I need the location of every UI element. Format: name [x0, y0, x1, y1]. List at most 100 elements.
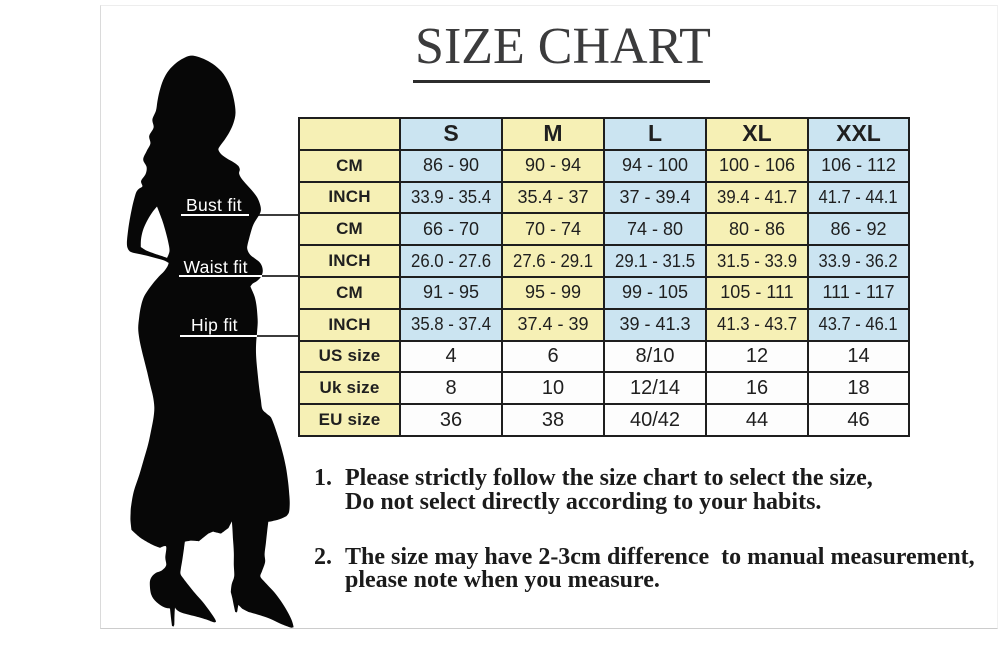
cell-value: 27.6 - 29.1: [512, 250, 594, 271]
table-cell: 100 - 106: [707, 150, 807, 181]
table-cell: 12/14: [605, 373, 705, 404]
table-cell: 16: [707, 373, 807, 404]
waist-leader-line: [250, 275, 298, 277]
table-cell: 38: [503, 405, 603, 435]
cell-value: 31.5 - 33.9: [716, 250, 798, 271]
cell-value: 111 - 117: [822, 282, 895, 303]
table-cell: 106 - 112: [809, 150, 908, 181]
cell-value: 39.4 - 41.7: [716, 186, 798, 207]
hip-leader-line-overlay: [179, 335, 257, 338]
cell-value: 70 - 74: [524, 218, 582, 239]
bust-fit-label: Bust fit: [186, 195, 242, 215]
woman-silhouette-image: [126, 55, 294, 628]
note-line: The size may have 2-3cm difference to ma…: [345, 543, 975, 570]
cell-value: 38: [541, 408, 565, 431]
cell-value: 8: [445, 376, 457, 399]
note-line: please note when you measure.: [345, 567, 660, 594]
table-cell: 35.4 - 37: [503, 182, 603, 213]
table-cell: 10: [503, 373, 603, 404]
cell-value: 95 - 99: [524, 282, 582, 303]
column-header-xxl: XXL: [809, 119, 908, 149]
table-cell: 14: [809, 341, 908, 372]
table-cell: 27.6 - 29.1: [503, 246, 603, 276]
waist-leader-line-overlay: [179, 275, 263, 278]
table-cell: 70 - 74: [503, 214, 603, 245]
table-cell: 74 - 80: [605, 214, 705, 245]
cell-value: 4: [445, 344, 457, 367]
table-cell: 39 - 41.3: [605, 309, 705, 340]
table-cell: 37 - 39.4: [605, 182, 705, 213]
note-1-text: Please strictly follow the size chart to…: [345, 466, 873, 515]
cell-value: 86 - 92: [830, 218, 887, 239]
row-label-waist-cm: CM: [300, 214, 399, 245]
row-label-uk-size: Uk size: [300, 373, 399, 404]
cell-value: 100 - 106: [718, 155, 796, 176]
row-label-us-size: US size: [300, 341, 399, 372]
table-cell: 12: [707, 341, 807, 372]
silhouette-path: [126, 55, 294, 628]
column-header-m: M: [503, 119, 603, 149]
cell-value: 66 - 70: [422, 218, 480, 239]
row-label-hip-inch: INCH: [300, 309, 399, 340]
cell-value: 99 - 105: [621, 282, 689, 303]
cell-value: 12: [745, 344, 769, 367]
cell-value: 16: [745, 376, 769, 399]
column-header-xl: XL: [707, 119, 807, 149]
table-cell: 37.4 - 39: [503, 309, 603, 340]
note-1: 1. Please strictly follow the size chart…: [314, 465, 873, 515]
table-cell: 105 - 111: [707, 277, 807, 308]
cell-value: 14: [847, 344, 870, 367]
table-cell: 86 - 90: [401, 150, 501, 181]
bust-leader-line-overlay: [180, 214, 249, 217]
cell-value: 105 - 111: [720, 282, 794, 303]
cell-value: 35.4 - 37: [517, 186, 589, 207]
cell-value: 90 - 94: [524, 155, 582, 176]
table-cell: 39.4 - 41.7: [707, 182, 807, 213]
hip-fit-label: Hip fit: [191, 314, 238, 335]
table-cell: 94 - 100: [605, 150, 705, 181]
row-label-bust-cm: CM: [300, 150, 399, 181]
table-cell: 36: [401, 405, 501, 435]
cell-value: 91 - 95: [422, 282, 480, 303]
table-cell: 4: [401, 341, 501, 372]
table-cell: 95 - 99: [503, 277, 603, 308]
title-underline: [413, 80, 710, 83]
cell-value: 26.0 - 27.6: [410, 250, 492, 271]
table-cell: 43.7 - 46.1: [809, 309, 908, 340]
cell-value: 37 - 39.4: [619, 186, 691, 207]
table-cell: 46: [809, 405, 908, 435]
table-cell: 91 - 95: [401, 277, 501, 308]
table-cell: 80 - 86: [707, 214, 807, 245]
cell-value: 40/42: [629, 408, 681, 431]
table-cell: 41.7 - 44.1: [809, 182, 908, 213]
table-cell: 29.1 - 31.5: [605, 246, 705, 276]
cell-value: 29.1 - 31.5: [614, 250, 696, 271]
cell-value: 41.3 - 43.7: [716, 314, 798, 335]
bust-leader-line: [240, 214, 298, 216]
note-2: 2. The size may have 2-3cm difference to…: [314, 543, 975, 594]
table-cell: 33.9 - 35.4: [401, 182, 501, 213]
cell-value: 36: [439, 408, 463, 431]
table-cell: 41.3 - 43.7: [707, 309, 807, 340]
table-cell: 8/10: [605, 341, 705, 372]
cell-value: 39 - 41.3: [619, 314, 691, 335]
page-title: SIZE CHART: [415, 18, 711, 75]
cell-value: 44: [745, 408, 769, 431]
row-label-bust-inch: INCH: [300, 182, 399, 213]
table-cell: 111 - 117: [809, 277, 908, 308]
note-1-number: 1.: [314, 465, 332, 492]
table-cell: 99 - 105: [605, 277, 705, 308]
cell-value: 41.7 - 44.1: [818, 186, 899, 207]
note-2-number: 2.: [314, 543, 332, 570]
cell-value: 6: [547, 344, 559, 367]
content-frame: [100, 5, 998, 629]
table-cell: 44: [707, 405, 807, 435]
table-corner-cell: [300, 119, 399, 149]
table-cell: 6: [503, 341, 603, 372]
note-line: Do not select directly according to your…: [345, 488, 822, 515]
table-cell: 40/42: [605, 405, 705, 435]
table-cell: 86 - 92: [809, 214, 908, 245]
size-table: S M L XL XXL CM 86 - 90 90 - 94 94 - 100…: [298, 117, 910, 437]
cell-value: 10: [541, 376, 565, 399]
cell-value: 18: [847, 376, 870, 399]
